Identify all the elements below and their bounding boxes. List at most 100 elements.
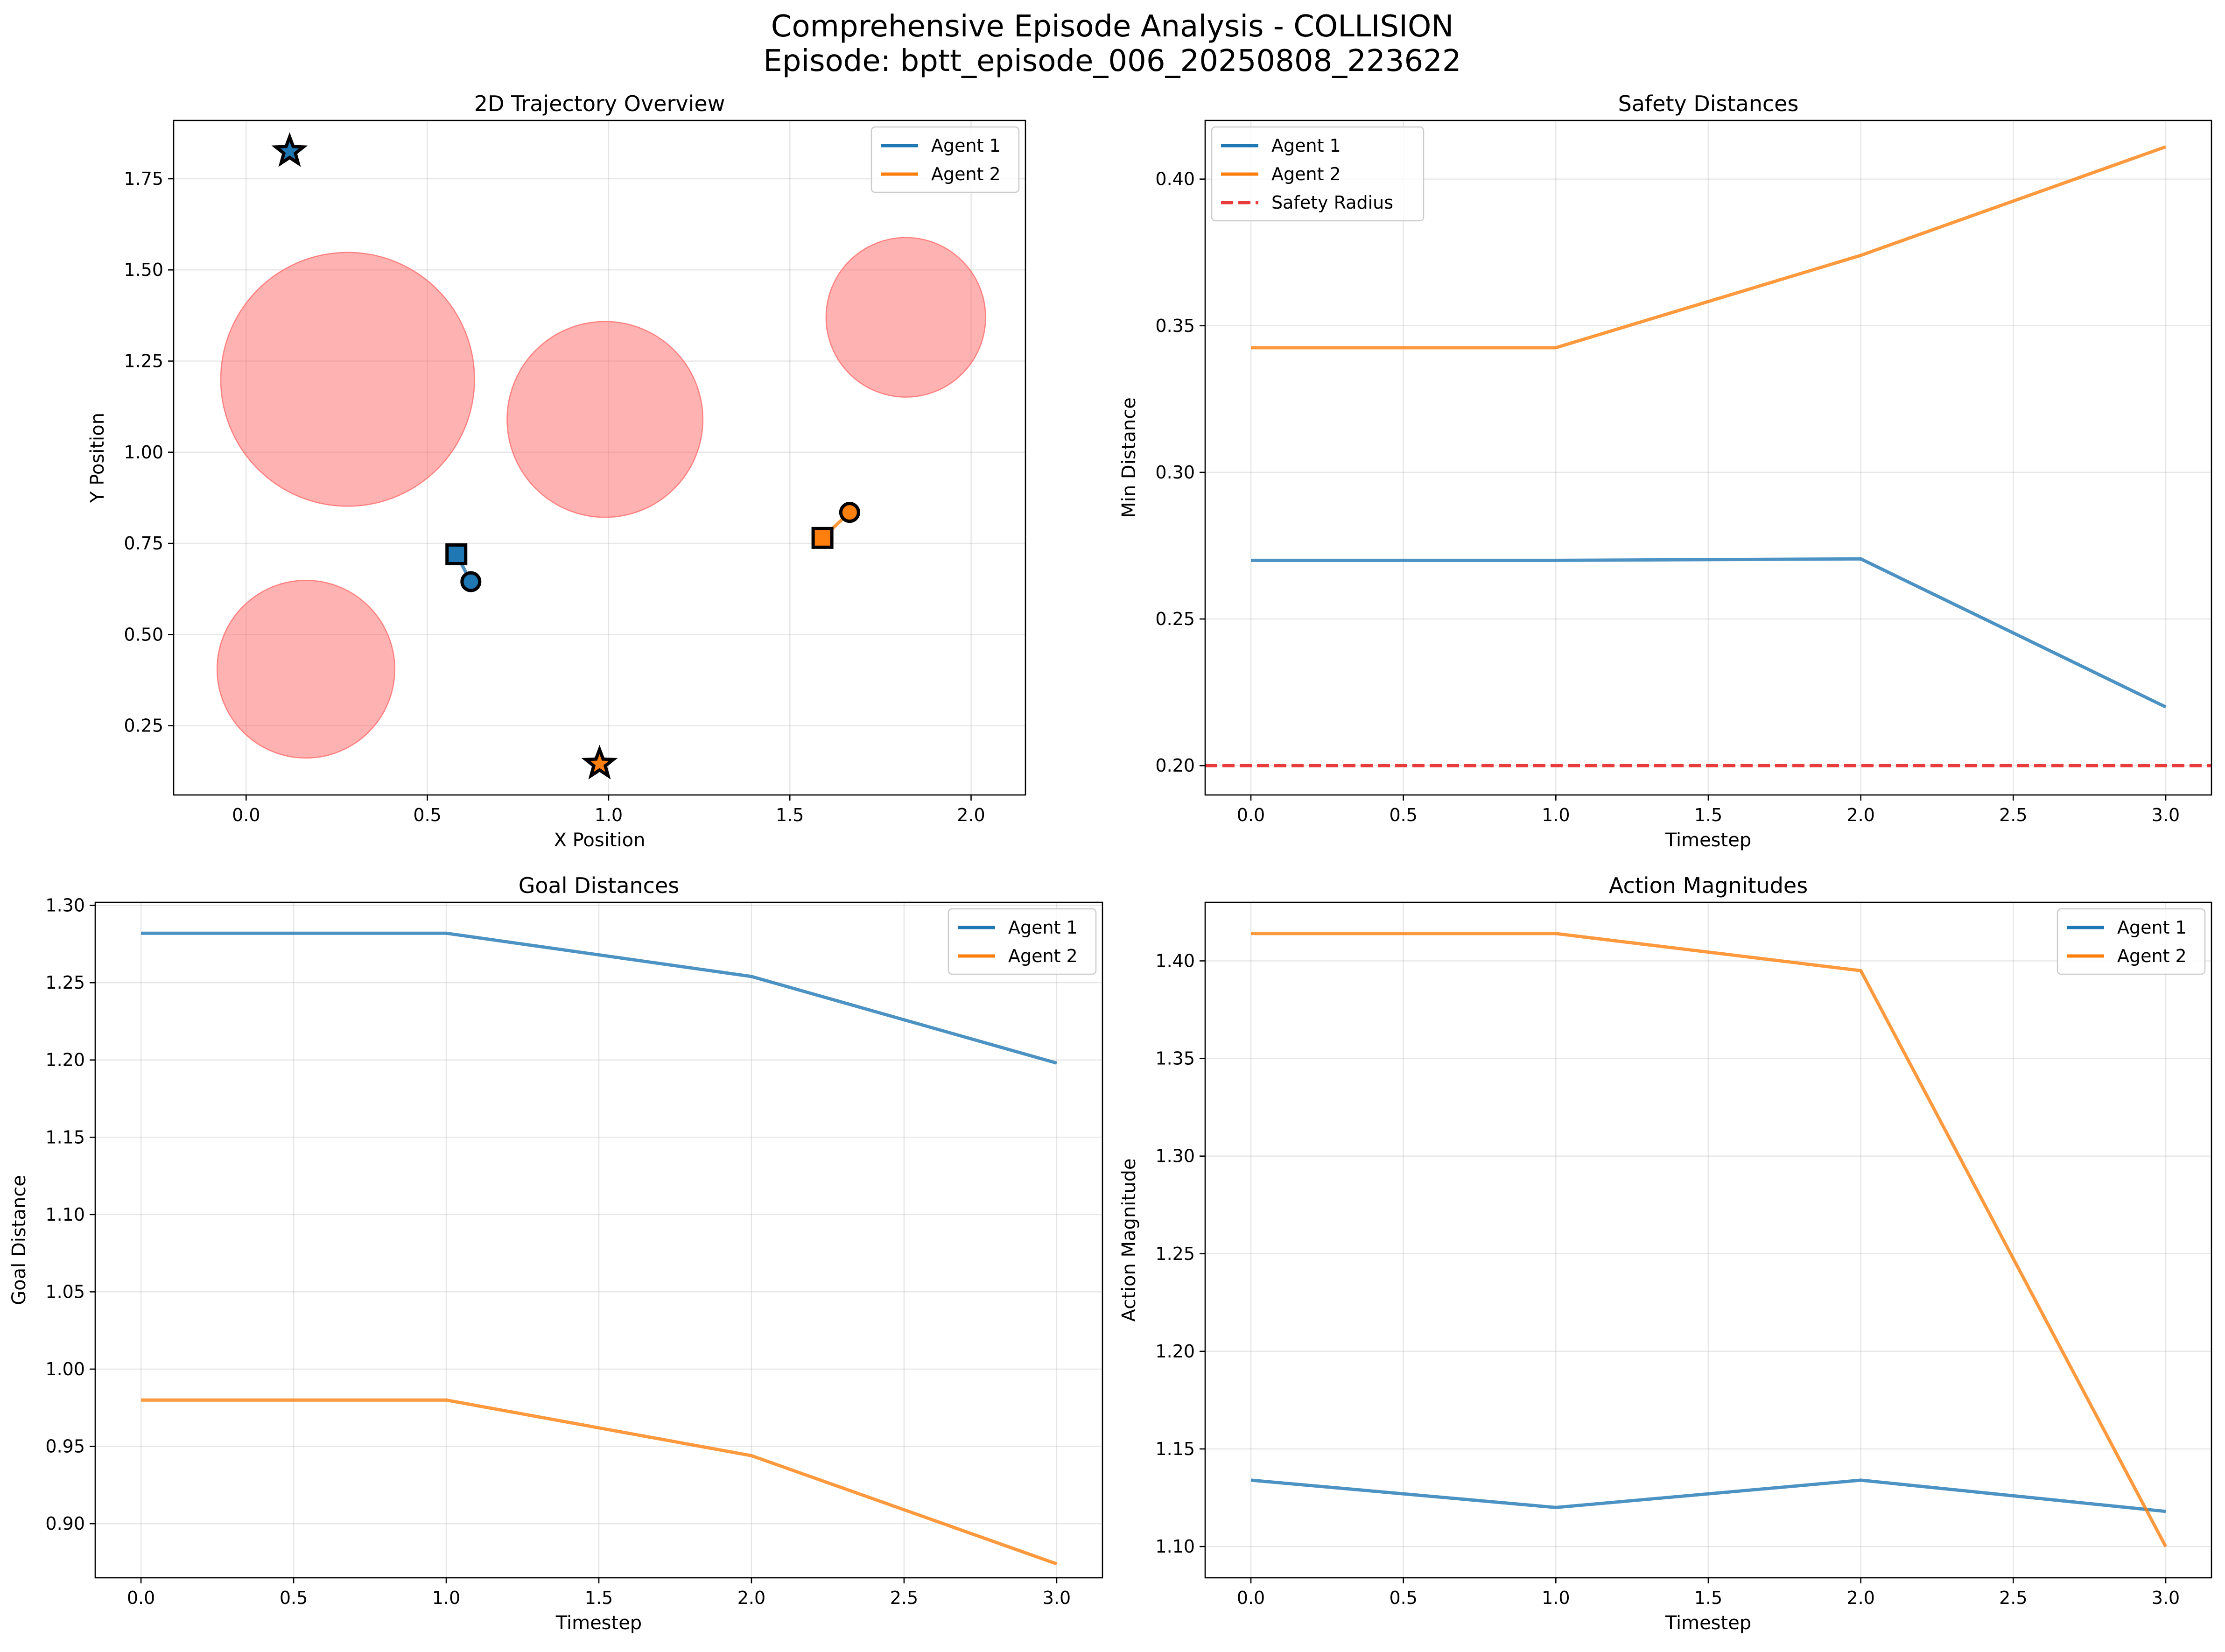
action-xtick-label: 1.5 xyxy=(1694,1588,1722,1608)
action-ylabel: Action Magnitude xyxy=(1118,1159,1140,1322)
obstacle-4 xyxy=(216,580,395,759)
action-plot-area xyxy=(1250,932,2168,1547)
safety-ytick-label: 0.35 xyxy=(1155,316,1195,336)
goal-xtick-label: 0.0 xyxy=(127,1588,155,1608)
goal-legend-box xyxy=(948,908,1097,975)
action-ytick-label: 1.35 xyxy=(1155,1048,1195,1069)
safety-ytick-label: 0.30 xyxy=(1155,462,1195,483)
action-panel: 0.0 0.5 1.0 1.5 2.0 2.5 3.0 1.10 1.15 1.20 1.25 1.3… xyxy=(1118,873,2212,1634)
goal-ytick-label: 0.90 xyxy=(45,1513,85,1534)
action-xtick-label: 3.0 xyxy=(2152,1588,2180,1608)
goal-ytick-label: 1.30 xyxy=(45,895,85,916)
obstacle-1 xyxy=(220,252,475,507)
goal-ytick-label: 1.05 xyxy=(45,1281,85,1302)
panels: 0.0 0.5 1.0 1.5 2.0 0.25 0.50 0.75 1.00 1.25 1.50 1… xyxy=(8,91,2212,1634)
safety-panel: 0.0 0.5 1.0 1.5 2.0 2.5 3.0 0.20 0.25 0.30 0.35 0.4… xyxy=(1118,91,2212,851)
goal-legend: Agent 1 Agent 2 xyxy=(948,908,1097,975)
goal-xtick-label: 1.0 xyxy=(432,1588,460,1608)
goal-grid xyxy=(95,902,1102,1578)
traj-ytick-label: 1.25 xyxy=(124,351,163,372)
action-series-agent-1 xyxy=(1250,1478,2166,1513)
traj-xlabel: X Position xyxy=(554,830,646,851)
safety-xtick-label: 3.0 xyxy=(2152,805,2180,825)
safety-xtick-label: 0.5 xyxy=(1389,805,1417,825)
goal-xtick-label: 1.5 xyxy=(585,1588,613,1608)
safety-xtick-label: 2.0 xyxy=(1846,805,1874,825)
traj-ylabel: Y Position xyxy=(87,413,108,503)
obstacle-2 xyxy=(506,321,704,518)
goal-ytick-label: 1.20 xyxy=(45,1050,85,1070)
traj-xtick-label: 1.0 xyxy=(595,805,623,825)
safety-xtick-label: 2.5 xyxy=(1999,805,2027,825)
action-xtick-label: 2.0 xyxy=(1846,1588,1874,1608)
goal-xlabel: Timestep xyxy=(555,1612,642,1634)
action-ytick-label: 1.40 xyxy=(1155,950,1195,971)
safety-xtick-label: 0.0 xyxy=(1237,805,1265,825)
safety-legend: Agent 1 Agent 2 Safety Radius xyxy=(1211,126,1425,222)
goal-ytick-label: 1.15 xyxy=(45,1127,85,1147)
safety-xtick-label: 1.5 xyxy=(1694,805,1722,825)
safety-grid xyxy=(1205,120,2211,795)
action-legend-label: Agent 1 xyxy=(2117,917,2187,938)
action-ytick-label: 1.20 xyxy=(1155,1341,1195,1362)
figure-title-line2: Episode: bptt_episode_006_20250808_22362… xyxy=(763,44,1461,78)
action-legend-box xyxy=(2057,908,2206,975)
traj-legend-box xyxy=(870,126,1020,193)
safety-title: Safety Distances xyxy=(1618,91,1799,116)
safety-ytick-label: 0.40 xyxy=(1155,169,1195,190)
action-xtick-label: 0.5 xyxy=(1389,1588,1417,1608)
safety-legend-label: Agent 1 xyxy=(1271,135,1341,156)
figure-title-line1: Comprehensive Episode Analysis - COLLISI… xyxy=(771,9,1453,44)
safety-plot-area xyxy=(1205,145,2211,767)
traj-ytick-label: 1.00 xyxy=(124,442,163,463)
safety-series-agent-1 xyxy=(1251,557,2167,709)
goal-xtick-label: 3.0 xyxy=(1043,1588,1071,1608)
traj-ytick-label: 0.75 xyxy=(124,533,163,554)
goal-xtick-label: 2.5 xyxy=(890,1588,918,1608)
traj-legend-label: Agent 2 xyxy=(931,164,1001,184)
action-xtick-label: 0.0 xyxy=(1237,1588,1265,1608)
safety-series-agent-2 xyxy=(1251,145,2167,350)
action-series-agent-2 xyxy=(1251,932,2168,1547)
action-xtick-label: 1.0 xyxy=(1542,1588,1570,1608)
traj-legend: Agent 1 Agent 2 xyxy=(870,126,1020,193)
goal-legend-label: Agent 1 xyxy=(1008,917,1078,938)
traj-xtick-label: 1.5 xyxy=(776,805,804,825)
goal-legend-label: Agent 2 xyxy=(1008,946,1078,966)
safety-xtick-label: 1.0 xyxy=(1542,805,1570,825)
action-title: Action Magnitudes xyxy=(1609,873,1808,898)
action-ytick-label: 1.15 xyxy=(1155,1439,1195,1459)
agent-1-start-marker xyxy=(445,543,468,565)
safety-legend-label: Safety Radius xyxy=(1271,192,1393,213)
safety-legend-box xyxy=(1211,126,1425,222)
goal-ytick-label: 0.95 xyxy=(45,1436,85,1457)
action-legend-label: Agent 2 xyxy=(2117,946,2187,966)
action-legend: Agent 1 Agent 2 xyxy=(2057,908,2206,975)
action-grid xyxy=(1205,902,2211,1578)
traj-xtick-label: 2.0 xyxy=(957,805,985,825)
traj-xtick-label: 0.0 xyxy=(232,805,260,825)
action-ytick-label: 1.25 xyxy=(1155,1244,1195,1264)
agent-1-goal-marker xyxy=(271,132,308,167)
agent-2-start-marker xyxy=(811,527,834,549)
goal-title: Goal Distances xyxy=(519,873,679,898)
traj-legend-label: Agent 1 xyxy=(931,135,1001,156)
goal-plot-area xyxy=(141,931,1058,1566)
traj-ytick-label: 0.25 xyxy=(124,716,163,736)
action-xtick-label: 2.5 xyxy=(1999,1588,2027,1608)
safety-ytick-label: 0.20 xyxy=(1155,755,1195,776)
traj-plot-area xyxy=(216,132,986,780)
goal-ytick-label: 1.00 xyxy=(45,1359,85,1379)
safety-xlabel: Timestep xyxy=(1665,830,1751,851)
obstacle-3 xyxy=(825,237,986,398)
traj-title: 2D Trajectory Overview xyxy=(474,91,725,116)
traj-ytick-label: 1.75 xyxy=(124,169,163,189)
goal-series-agent-2 xyxy=(141,1398,1058,1566)
agent-2-goal-marker xyxy=(581,745,618,780)
goal-xtick-label: 0.5 xyxy=(280,1588,308,1608)
agent-1-position-marker xyxy=(460,571,482,592)
goal-series-agent-1 xyxy=(141,931,1057,1065)
traj-axes-frame xyxy=(173,120,1026,796)
goal-panel: 0.0 0.5 1.0 1.5 2.0 2.5 3.0 0.90 0.95 1.00 1.05 1.1… xyxy=(8,873,1103,1634)
